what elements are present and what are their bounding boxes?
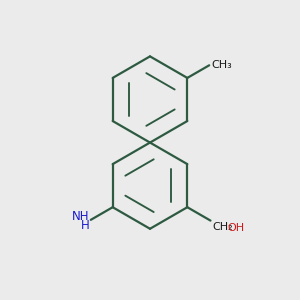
Text: CH₃: CH₃: [212, 60, 232, 70]
Text: CH₂: CH₂: [212, 222, 232, 232]
Text: H: H: [81, 219, 89, 232]
Text: OH: OH: [227, 223, 244, 233]
Text: NH: NH: [72, 210, 89, 223]
